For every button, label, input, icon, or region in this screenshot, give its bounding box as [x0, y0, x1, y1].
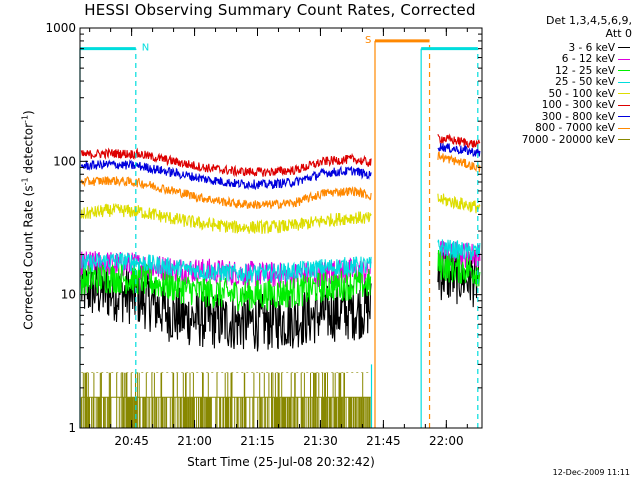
- legend-label: 50 - 100 keV: [548, 87, 615, 100]
- legend-item-300-800-kev: 300 - 800 keV: [470, 111, 630, 123]
- y-tick-label: 100: [53, 154, 76, 168]
- legend-label: 100 - 300 keV: [541, 99, 615, 112]
- legend-label: 3 - 6 keV: [568, 41, 615, 54]
- legend-label: 6 - 12 keV: [561, 53, 615, 66]
- legend-label: 7000 - 20000 keV: [521, 133, 615, 146]
- legend-label: 800 - 7000 keV: [535, 122, 615, 135]
- legend-item-3-6-kev: 3 - 6 keV: [470, 42, 630, 54]
- y-tick-label: 1000: [45, 21, 76, 35]
- legend-label: 25 - 50 keV: [555, 76, 615, 89]
- y-axis-label-text-2: detector: [21, 122, 36, 178]
- legend-item-7000-20000-kev: 7000 - 20000 keV: [470, 134, 630, 146]
- legend-item-100-300-kev: 100 - 300 keV: [470, 99, 630, 112]
- y-axis-label-sup-2: -1: [20, 114, 30, 123]
- plot-frame: [79, 27, 483, 429]
- y-axis-label-text-3: ): [21, 110, 36, 115]
- footer-timestamp: 12-Dec-2009 11:11: [552, 468, 630, 477]
- x-tick-label: 22:00: [429, 434, 464, 448]
- legend-swatch: [618, 93, 630, 95]
- series-100-300-kev: [80, 133, 481, 178]
- y-tick-label: 10: [61, 288, 76, 302]
- series-800-7000-kev: [80, 151, 481, 210]
- legend-swatch: [618, 127, 630, 129]
- series-12-25-kev: [80, 249, 481, 312]
- axes-layer: 20:45 21:00 21:15 21:30 21:45 22:00 1 10 100 1000: [45, 21, 483, 448]
- y-axis-label-sup-1: -1: [20, 177, 30, 186]
- legend-item-6-12-kev: 6 - 12 keV: [470, 53, 630, 66]
- detector-label-line-1: Det 1,3,4,5,6,9,: [545, 14, 632, 27]
- legend: 3 - 6 keV 6 - 12 keV 12 - 25 keV 25 - 50 ke…: [470, 42, 630, 146]
- flag-label-n: N: [142, 43, 149, 54]
- y-axis-label-text-1: Corrected Count Rate (s: [21, 185, 36, 330]
- legend-item-50-100-kev: 50 - 100 keV: [470, 88, 630, 100]
- legend-swatch: [618, 47, 630, 49]
- legend-swatch: [618, 81, 630, 83]
- legend-item-25-50-kev: 25 - 50 keV: [470, 76, 630, 89]
- x-axis-label: Start Time (25-Jul-08 20:32:42): [187, 455, 375, 469]
- flag-label-s: S: [365, 35, 371, 46]
- chart-title: HESSI Observing Summary Count Rates, Cor…: [84, 1, 476, 19]
- series-25-50-kev: [81, 239, 481, 284]
- legend-swatch: [618, 116, 630, 118]
- legend-item-12-25-kev: 12 - 25 keV: [470, 65, 630, 77]
- x-tick-label: 21:45: [366, 434, 401, 448]
- x-tick-label: 20:45: [114, 434, 149, 448]
- series-300-800-kev: [80, 142, 481, 191]
- legend-label: 12 - 25 keV: [555, 64, 615, 77]
- detector-label: Det 1,3,4,5,6,9, Att 0: [482, 14, 632, 40]
- x-tick-label: 21:00: [177, 434, 212, 448]
- legend-swatch: [618, 58, 630, 60]
- series-50-100-kev: [80, 193, 481, 234]
- legend-swatch: [618, 139, 630, 141]
- x-tick-label: 21:15: [240, 434, 275, 448]
- detector-label-line-2: Att 0: [605, 27, 632, 40]
- y-axis-label: Corrected Count Rate (s-1 detector-1): [21, 110, 36, 329]
- legend-item-800-7000-kev: 800 - 7000 keV: [470, 122, 630, 135]
- legend-swatch: [618, 104, 630, 106]
- data-layer: NS: [79, 35, 481, 428]
- series-7000-20000-kev: [80, 372, 371, 428]
- legend-label: 300 - 800 keV: [541, 110, 615, 123]
- y-tick-label: 1: [68, 421, 76, 435]
- legend-swatch: [618, 70, 630, 72]
- x-tick-label: 21:30: [303, 434, 338, 448]
